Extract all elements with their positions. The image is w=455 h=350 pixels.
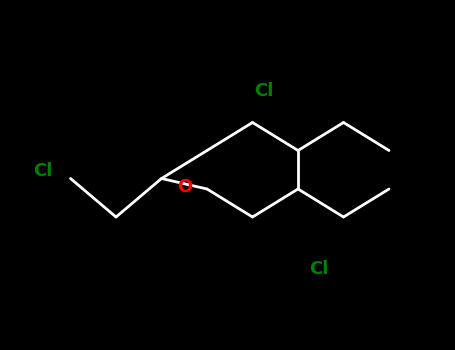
Text: Cl: Cl	[309, 260, 328, 279]
Text: Cl: Cl	[34, 162, 53, 181]
Text: O: O	[177, 178, 192, 196]
Text: Cl: Cl	[254, 82, 273, 100]
